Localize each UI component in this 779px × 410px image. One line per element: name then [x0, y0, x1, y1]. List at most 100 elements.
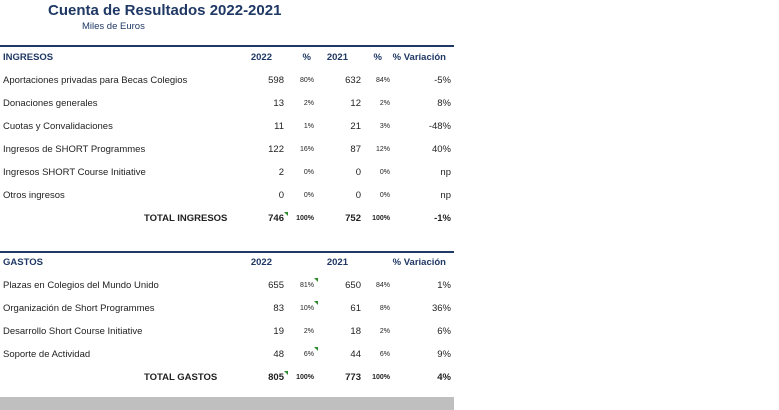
table-row: Aportaciones privadas para Becas Colegio… [0, 70, 454, 93]
row-label: Aportaciones privadas para Becas Colegio… [3, 75, 188, 86]
table-row: Plazas en Colegios del Mundo Unido 655 8… [0, 275, 454, 298]
table-row: Donaciones generales 13 2% 12 2% 8% [0, 93, 454, 116]
total-value-2022: 805 [268, 372, 284, 383]
table-row: Organización de Short Programmes 83 10% … [0, 298, 454, 321]
table-row: Ingresos de SHORT Programmes 122 16% 87 … [0, 139, 454, 162]
pct-2022: 1% [303, 123, 314, 130]
ingresos-header-2022: 2022 [250, 52, 272, 63]
comment-marker-icon [314, 278, 318, 282]
value-2022: 11 [274, 121, 284, 132]
row-label: Organización de Short Programmes [3, 303, 155, 314]
value-2021: 21 [350, 121, 361, 132]
pct-2022: 2% [303, 328, 314, 335]
row-label: Cuotas y Convalidaciones [3, 121, 113, 132]
total-pct-2022: 100% [296, 215, 314, 222]
row-label: Desarrollo Short Course Initiative [3, 326, 143, 337]
pct-2021: 0% [379, 169, 390, 176]
gastos-header-2021: 2021 [326, 257, 348, 268]
variacion: 6% [437, 326, 451, 337]
value-2021: 12 [350, 98, 361, 109]
pct-2022: 0% [303, 192, 314, 199]
table-row: Desarrollo Short Course Initiative 19 2%… [0, 321, 454, 344]
value-2022: 655 [268, 280, 284, 291]
total-row: TOTAL INGRESOS 746 100% 752 100% -1% [0, 208, 454, 231]
ingresos-header-pct-2021: % [373, 52, 382, 63]
value-2021: 0 [355, 167, 361, 178]
value-2022: 48 [273, 349, 284, 360]
ingresos-header-label: INGRESOS [3, 52, 54, 63]
pct-2022: 80% [299, 77, 314, 84]
comment-marker-icon [314, 347, 318, 351]
pct-2021: 6% [379, 351, 390, 358]
value-2021: 632 [345, 75, 361, 86]
variacion: 8% [437, 98, 451, 109]
value-2022: 13 [273, 98, 284, 109]
total-value-2021: 752 [345, 213, 361, 224]
ingresos-header-2021: 2021 [326, 52, 348, 63]
value-2021: 650 [345, 280, 361, 291]
ingresos-header-pct-2022: % [302, 52, 311, 63]
gastos-table: GASTOS 2022 2021 % Variación Plazas en C… [0, 252, 454, 390]
pct-2022: 2% [303, 100, 314, 107]
total-value-2021: 773 [345, 372, 361, 383]
table-row: Otros ingresos 0 0% 0 0% np [0, 185, 454, 208]
variacion: -5% [434, 75, 451, 86]
value-2021: 0 [355, 190, 361, 201]
pct-2021: 0% [379, 192, 390, 199]
row-label: Ingresos de SHORT Programmes [3, 144, 146, 155]
ingresos-header-variacion: % Variación [392, 52, 446, 63]
comment-marker-icon [314, 301, 318, 305]
pct-2022: 16% [299, 146, 314, 153]
pct-2022: 6% [303, 351, 314, 358]
pct-2022: 81% [299, 282, 314, 289]
row-label: Ingresos SHORT Course Initiative [3, 167, 146, 178]
pct-2021: 84% [375, 77, 390, 84]
comment-marker-icon [284, 212, 288, 216]
value-2022: 598 [268, 75, 284, 86]
total-pct-2021: 100% [372, 374, 390, 381]
row-label: Otros ingresos [3, 190, 65, 201]
report-title: Cuenta de Resultados 2022-2021 [48, 2, 282, 19]
variacion: np [440, 190, 451, 201]
total-row: TOTAL GASTOS 805 100% 773 100% 4% [0, 367, 454, 390]
row-label: Soporte de Actividad [3, 349, 91, 360]
table-row: Cuotas y Convalidaciones 11 1% 21 3% -48… [0, 116, 454, 139]
value-2022: 2 [278, 167, 284, 178]
pct-2021: 12% [375, 146, 390, 153]
row-label: Donaciones generales [3, 98, 98, 109]
value-2021: 18 [350, 326, 361, 337]
value-2021: 61 [350, 303, 361, 314]
footer-bar [0, 397, 454, 410]
value-2021: 44 [350, 349, 361, 360]
variacion: 40% [431, 144, 451, 155]
ingresos-header-row: INGRESOS 2022 % 2021 % % Variación [0, 47, 454, 70]
variacion: -48% [428, 121, 451, 132]
gastos-header-label: GASTOS [3, 257, 43, 268]
pct-2021: 84% [375, 282, 390, 289]
gastos-header-2022: 2022 [250, 257, 272, 268]
value-2022: 83 [273, 303, 284, 314]
total-value-2022: 746 [268, 213, 284, 224]
table-row: Soporte de Actividad 48 6% 44 6% 9% [0, 344, 454, 367]
total-pct-2021: 100% [372, 215, 390, 222]
ingresos-table: INGRESOS 2022 % 2021 % % Variación Aport… [0, 47, 454, 231]
total-pct-2022: 100% [296, 374, 314, 381]
gastos-top-rule [0, 251, 454, 253]
row-label: Plazas en Colegios del Mundo Unido [3, 280, 159, 291]
gastos-header-row: GASTOS 2022 2021 % Variación [0, 252, 454, 275]
variacion: np [440, 167, 451, 178]
gastos-header-variacion: % Variación [392, 257, 446, 268]
pct-2021: 3% [379, 123, 390, 130]
value-2022: 122 [268, 144, 284, 155]
table-row: Ingresos SHORT Course Initiative 2 0% 0 … [0, 162, 454, 185]
pct-2021: 8% [379, 305, 390, 312]
variacion: 1% [437, 280, 451, 291]
ingresos-top-rule [0, 45, 454, 47]
total-gastos-label: TOTAL GASTOS [144, 372, 218, 383]
value-2021: 87 [350, 144, 361, 155]
variacion: 36% [431, 303, 451, 314]
total-ingresos-label: TOTAL INGRESOS [144, 213, 228, 224]
total-variacion: 4% [437, 372, 451, 383]
report-subtitle: Miles de Euros [82, 21, 145, 32]
variacion: 9% [437, 349, 451, 360]
